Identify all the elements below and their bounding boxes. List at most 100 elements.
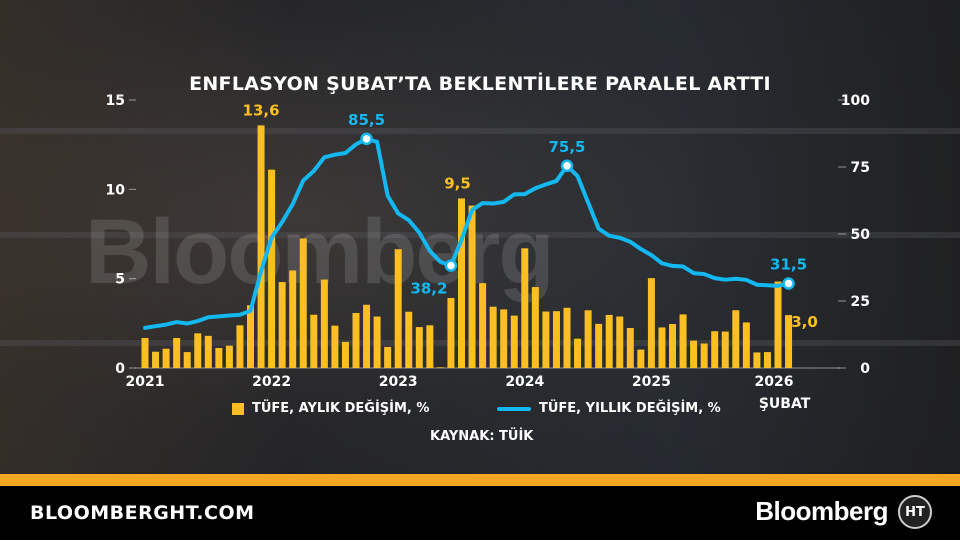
bar [320,279,328,368]
bar [289,270,297,368]
bar [563,307,571,368]
legend-bar-label: TÜFE, AYLIK DEĞİŞİM, % [252,401,430,416]
legend-bar-swatch [232,402,244,415]
line-marker [782,277,795,290]
bar [394,249,402,368]
bar [774,281,782,368]
footer: BLOOMBERGHT.COM Bloomberg HT [0,486,960,540]
left-tick-label: 0 [115,361,125,377]
bar [669,324,676,368]
right-tick-label: 25 [851,294,870,310]
bar [616,316,624,368]
bar [742,322,750,368]
site-link[interactable]: BLOOMBERGHT.COM [30,502,255,524]
brand-logo: Bloomberg [755,496,888,526]
chart: 0 5 10 15 0 25 50 75 100 2021 2022 2023 2024 2025 2026… [106,93,871,412]
line-data-label: 31,5 [770,255,807,273]
right-tick-label: 75 [851,160,870,176]
bar [605,314,613,368]
bar [763,352,771,368]
bar [141,337,149,368]
x-sublabel: ŞUBAT [759,396,811,412]
bar [352,312,360,368]
x-tick-label: 2025 [632,374,671,390]
bar [257,125,265,368]
bar [647,278,655,368]
bar [785,315,793,368]
bar [679,314,687,368]
bar-data-label: 13,6 [243,101,280,119]
bar [152,351,160,368]
bar [247,305,254,368]
chart-title: ENFLASYON ŞUBAT’TA BEKLENTİLERE PARALEL … [189,73,771,95]
bar [436,367,444,368]
bar [341,341,349,368]
bar [447,297,455,368]
bar [278,282,286,368]
bar [542,311,550,368]
bar [753,352,761,368]
bar [711,331,719,368]
left-tick-label: 5 [115,272,125,288]
bar [373,316,381,368]
bar [194,333,202,368]
accent-strip [0,474,960,486]
legend-line-label: TÜFE, YILLIK DEĞİŞİM, % [539,401,721,416]
bar [732,310,740,368]
bar [521,248,529,368]
bar-data-label: 9,5 [444,174,471,192]
x-tick-label: 2024 [505,374,544,390]
bar [584,310,592,368]
line-marker [444,259,458,272]
bar [700,343,708,368]
shelf [0,232,960,238]
bar-data-label: 3,0 [791,313,818,331]
bar [215,347,223,368]
line-data-label: 85,5 [348,111,385,129]
line-marker [360,132,373,146]
bar [531,287,539,368]
bar [574,338,582,368]
source-note: KAYNAK: TÜİK [430,429,534,444]
legend-line: TÜFE, YILLIK DEĞİŞİM, % [497,401,721,416]
bar [299,238,307,368]
line-data-label: 75,5 [548,138,585,156]
bar [468,205,476,368]
bar [510,315,518,368]
bar [637,349,645,368]
legend-bar: TÜFE, AYLIK DEĞİŞİM, % [232,401,429,416]
right-tick-label: 0 [860,361,870,377]
bar [690,340,698,368]
bar [626,327,634,368]
bar [405,311,413,368]
bar [225,345,233,368]
right-tick-label: 50 [851,227,871,243]
legend-line-swatch [497,406,531,411]
line-data-label: 38,2 [410,280,447,298]
bar [236,325,244,368]
bar [310,314,318,368]
bar [415,327,423,368]
bar [552,311,560,368]
bar [331,325,339,368]
bar [658,327,666,368]
background-photo [0,0,960,474]
bar [173,337,181,368]
bar [384,346,392,368]
shelf [0,128,960,134]
x-tick-label: 2022 [252,374,291,390]
bar [595,323,603,368]
x-tick-label: 2023 [379,374,418,390]
bar [204,335,212,368]
x-tick-label: 2021 [126,374,165,390]
bar [721,331,729,368]
right-tick-label: 100 [841,93,870,109]
bar [183,352,191,368]
bar [363,304,371,368]
left-tick-label: 10 [106,182,126,198]
bar [268,169,276,368]
x-tick-label: 2026 [755,374,794,390]
bar [458,198,465,368]
bar [426,325,434,368]
watermark: Bloomberg [85,201,555,303]
